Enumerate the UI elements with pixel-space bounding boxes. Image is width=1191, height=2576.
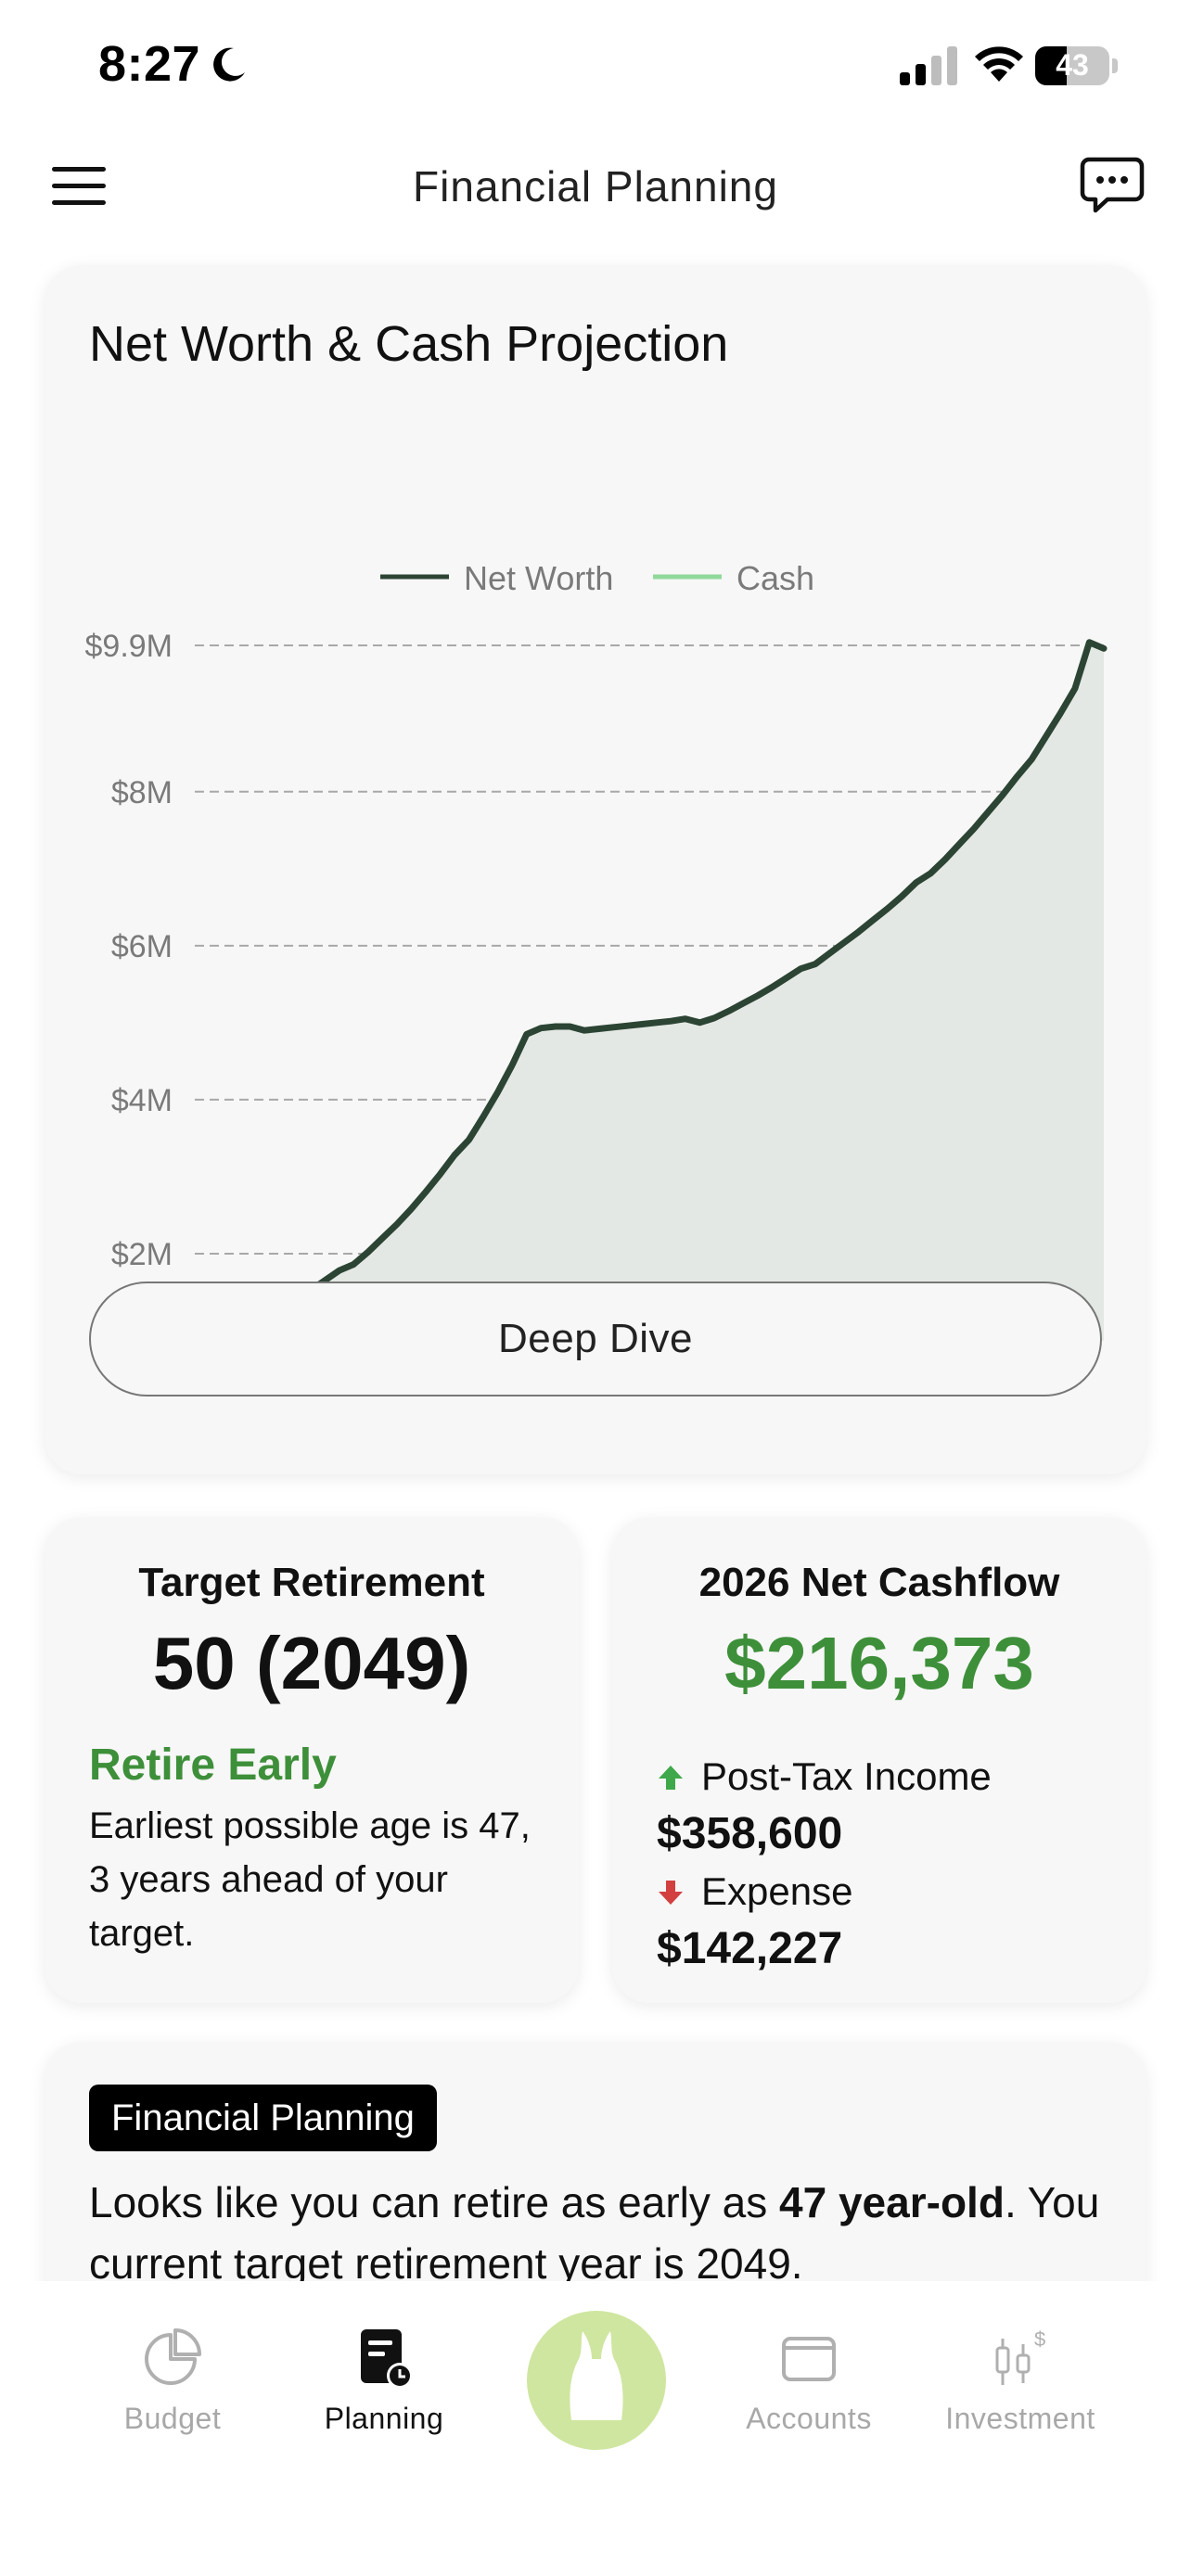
planning-badge: Financial Planning — [89, 2085, 437, 2151]
tab-budget[interactable]: Budget — [70, 2326, 275, 2455]
y-tick-label: $9.9M — [85, 629, 173, 664]
tab-accounts[interactable]: Accounts — [707, 2326, 911, 2455]
deep-dive-button[interactable]: Deep Dive — [89, 1282, 1102, 1396]
target-retirement-value: 50 (2049) — [152, 1622, 471, 1704]
assistant-rabbit-button[interactable] — [527, 2311, 666, 2450]
retire-early-description: Earliest possible age is 47, 3 years ahe… — [89, 1805, 531, 1954]
hamburger-menu-icon[interactable] — [52, 163, 106, 210]
status-time: 8:27 — [98, 36, 201, 92]
arrow-up-icon — [659, 1766, 683, 1790]
net-cashflow-title: 2026 Net Cashflow — [698, 1560, 1060, 1605]
target-retirement-title: Target Retirement — [138, 1560, 485, 1605]
battery-level: 43 — [1056, 48, 1089, 82]
target-retirement-card[interactable]: Target Retirement 50 (2049) Retire Early… — [45, 1517, 579, 2003]
expense-label: Expense — [701, 1869, 853, 1913]
y-tick-label: $2M — [111, 1237, 173, 1272]
nav-bar: Financial Planning — [0, 139, 1191, 241]
moon-icon — [213, 47, 245, 82]
rabbit-icon — [570, 2331, 623, 2420]
y-tick-label: $8M — [111, 775, 173, 810]
cellular-signal-icon — [900, 46, 957, 85]
retire-early-status: Retire Early — [89, 1741, 337, 1790]
expense-value: $142,227 — [657, 1924, 843, 1973]
tab-accounts-label: Accounts — [746, 2402, 872, 2435]
tab-budget-label: Budget — [123, 2402, 222, 2435]
arrow-down-icon — [659, 1881, 683, 1905]
bottom-tab-bar: Budget Planning Accounts $ — [0, 2281, 1191, 2576]
wallet-icon — [782, 2337, 836, 2381]
budget-pie-icon — [145, 2328, 201, 2385]
tab-investment[interactable]: $ Investment — [918, 2326, 1122, 2455]
net-worth-chart: Net WorthCash$0$2M$4M$6M$8M$9.9M31415161… — [85, 559, 1108, 1341]
net-cashflow-value: $216,373 — [724, 1622, 1034, 1704]
chat-bubble-icon[interactable] — [1080, 156, 1145, 215]
tab-investment-label: Investment — [945, 2402, 1095, 2435]
income-row: Post-Tax Income — [657, 1754, 992, 1799]
net-worth-projection-card: Net Worth & Cash Projection Net Worth Cas… — [45, 265, 1146, 1474]
expense-row: Expense — [657, 1869, 852, 1914]
planning-insight-text: Looks like you can retire as early as 47… — [89, 2178, 1100, 2288]
income-label: Post-Tax Income — [701, 1754, 992, 1798]
y-tick-label: $6M — [111, 929, 173, 964]
tab-planning[interactable]: Planning — [282, 2326, 486, 2455]
income-value: $358,600 — [657, 1809, 843, 1858]
net-worth-area — [220, 642, 1104, 1341]
tab-planning-label: Planning — [324, 2402, 444, 2435]
page-title: Financial Planning — [413, 162, 778, 210]
net-worth-line — [215, 639, 1108, 1341]
legend-cash-label: Cash — [736, 559, 814, 597]
battery-icon: 43 — [1035, 46, 1119, 85]
status-bar: 8:27 43 — [0, 0, 1191, 139]
net-cashflow-card[interactable]: 2026 Net Cashflow $216,373 Post-Tax Inco… — [612, 1517, 1146, 2003]
legend-net-worth-label: Net Worth — [464, 559, 613, 597]
svg-text:$: $ — [1034, 2327, 1045, 2351]
chart-title: Net Worth & Cash Projection — [89, 316, 729, 372]
investment-candles-icon: $ — [995, 2327, 1045, 2385]
y-tick-label: $4M — [111, 1083, 173, 1118]
planning-doc-icon — [361, 2329, 413, 2389]
wifi-icon — [975, 46, 1023, 82]
